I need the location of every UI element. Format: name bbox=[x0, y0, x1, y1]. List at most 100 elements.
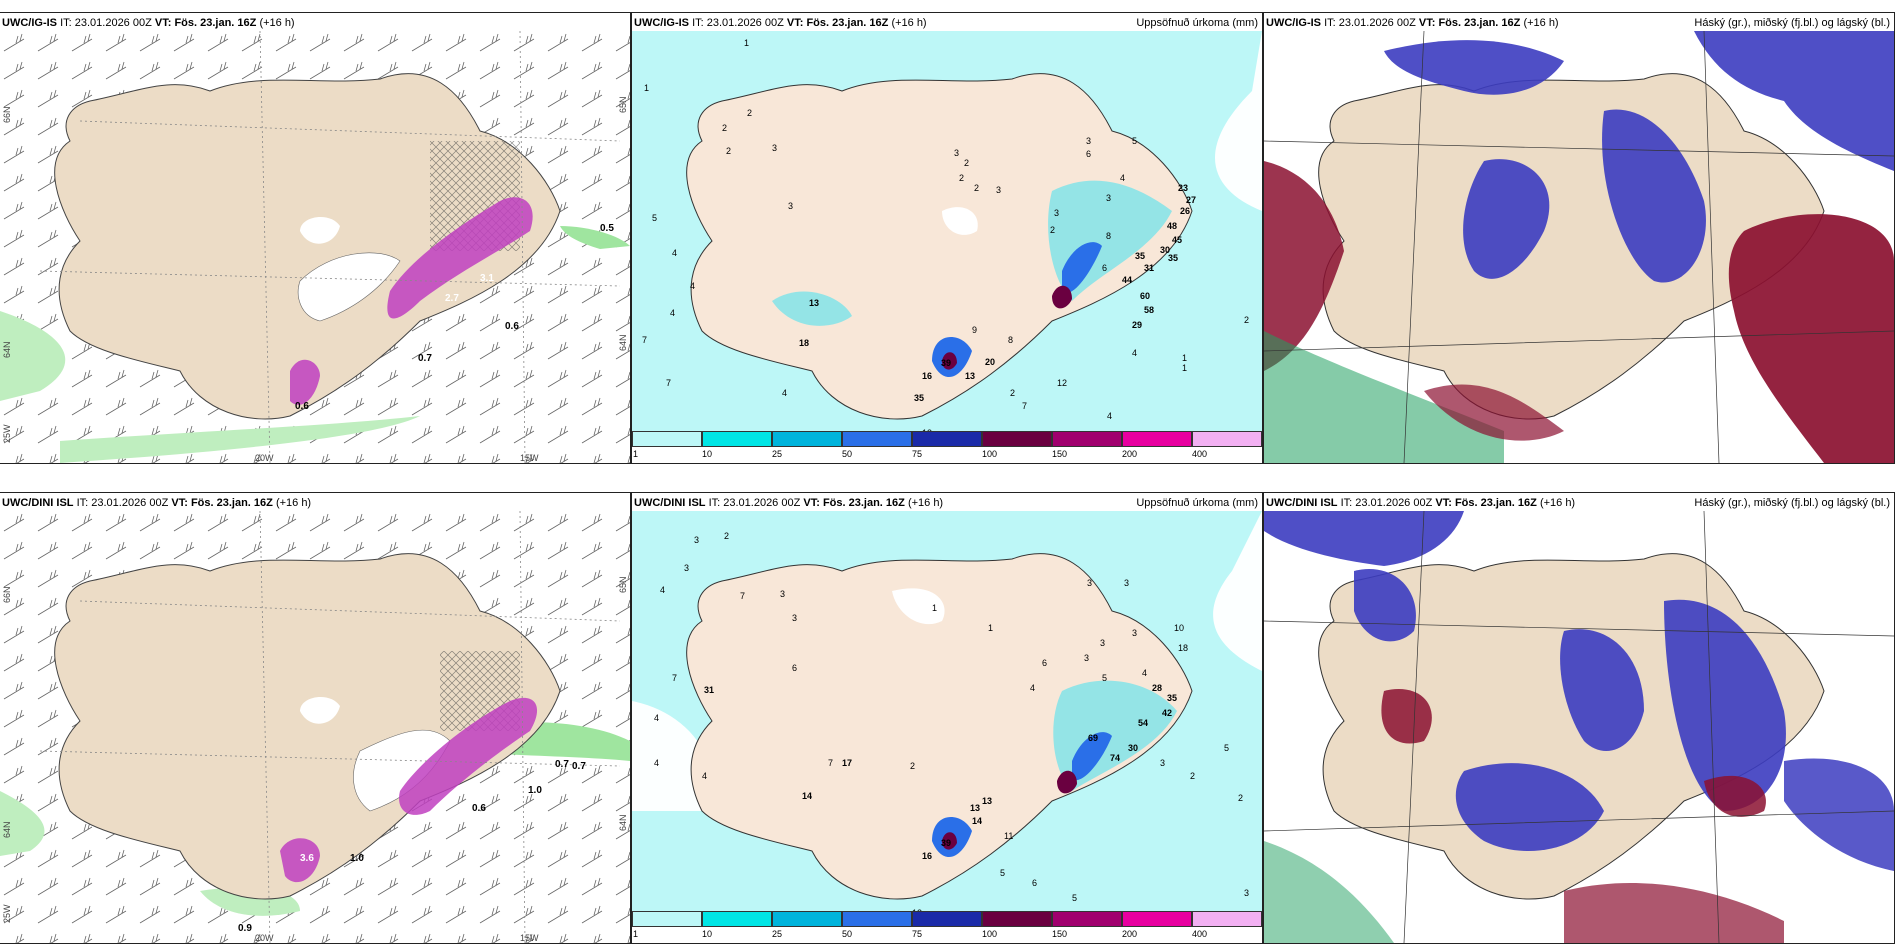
precip-value: 60 bbox=[1140, 291, 1150, 301]
colorbar-swatch bbox=[982, 911, 1052, 927]
lat-label: 25W bbox=[2, 904, 12, 923]
precip-value: 2 bbox=[726, 146, 731, 156]
precip-value: 3 bbox=[1160, 758, 1165, 768]
wind-value: 1.0 bbox=[350, 853, 364, 864]
precip-value: 3 bbox=[954, 148, 959, 158]
precip-value: 2 bbox=[1050, 225, 1055, 235]
precip-value: 69 bbox=[1088, 733, 1098, 743]
colorbar-swatch bbox=[772, 431, 842, 447]
precip-value: 16 bbox=[922, 371, 932, 381]
precip-value: 3 bbox=[1087, 578, 1092, 588]
precip-title: Uppsöfnuð úrkoma (mm) bbox=[1136, 497, 1258, 509]
precip-value: 35 bbox=[1168, 253, 1178, 263]
precip-value: 13 bbox=[809, 298, 819, 308]
precip-value: 1 bbox=[644, 83, 649, 93]
precip-value: 5 bbox=[1000, 868, 1005, 878]
wind-value: 0.5 bbox=[600, 223, 614, 234]
colorbar-swatch bbox=[772, 911, 842, 927]
wind-value: 0.6 bbox=[505, 321, 519, 332]
precip-value: 18 bbox=[799, 338, 809, 348]
precip-value: 1 bbox=[988, 623, 993, 633]
precip-value: 23 bbox=[1178, 183, 1188, 193]
precip-value: 3 bbox=[1132, 628, 1137, 638]
precip-value: 10 bbox=[1174, 623, 1184, 633]
colorbar-swatch bbox=[842, 431, 912, 447]
precip-value: 2 bbox=[1010, 388, 1015, 398]
precip-value: 2 bbox=[959, 173, 964, 183]
cloud-map bbox=[1264, 31, 1894, 463]
precip-value: 17 bbox=[842, 758, 852, 768]
precip-value: 20 bbox=[985, 357, 995, 367]
precip-value: 2 bbox=[974, 183, 979, 193]
precip-value: 2 bbox=[747, 108, 752, 118]
precip-value: 14 bbox=[802, 791, 812, 801]
precip-value: 13 bbox=[970, 803, 980, 813]
precip-value: 4 bbox=[654, 758, 659, 768]
precip-map: 1 1 2 2 2 3 3 4 5 4 4 7 7 4 13 18 39 16 … bbox=[632, 31, 1262, 443]
lon-label: 15W bbox=[520, 453, 539, 463]
panel-header: UWC/DINI ISL IT: 23.01.2026 00Z VT: Fös.… bbox=[634, 497, 944, 509]
lat-label: 66N bbox=[2, 586, 12, 603]
precip-value: 5 bbox=[1102, 673, 1107, 683]
colorbar-swatch bbox=[1122, 431, 1192, 447]
precip-value: 4 bbox=[782, 388, 787, 398]
precip-value: 3 bbox=[684, 563, 689, 573]
lat-label: 64N bbox=[618, 334, 628, 351]
colorbar-tick: 100 bbox=[982, 449, 998, 459]
precip-value: 5 bbox=[652, 213, 657, 223]
precip-map-panel-row2: UWC/DINI ISL IT: 23.01.2026 00Z VT: Fös.… bbox=[631, 492, 1263, 944]
precip-value: 4 bbox=[672, 248, 677, 258]
colorbar-swatch bbox=[842, 911, 912, 927]
precip-value: 26 bbox=[1180, 206, 1190, 216]
colorbar-tick: 400 bbox=[1192, 929, 1208, 939]
precip-value: 7 bbox=[672, 673, 677, 683]
colorbar-tick: 50 bbox=[842, 929, 853, 939]
lat-label: 66N bbox=[2, 106, 12, 123]
wind-map-panel-row2: UWC/DINI ISL IT: 23.01.2026 00Z VT: Fös.… bbox=[0, 492, 631, 944]
precip-value: 4 bbox=[1142, 668, 1147, 678]
panel-header: UWC/IG-IS IT: 23.01.2026 00Z VT: Fös. 23… bbox=[2, 17, 295, 29]
precip-value: 31 bbox=[704, 685, 714, 695]
cloud-title: Háský (gr.), miðský (fj.bl.) og lágský (… bbox=[1694, 17, 1890, 29]
precip-value: 6 bbox=[1032, 878, 1037, 888]
colorbar-swatch bbox=[1192, 911, 1262, 927]
precip-value: 9 bbox=[972, 325, 977, 335]
precip-value: 30 bbox=[1128, 743, 1138, 753]
precip-value: 6 bbox=[792, 663, 797, 673]
lat-label: 65N bbox=[618, 576, 628, 593]
precip-value: 2 bbox=[722, 123, 727, 133]
precip-value: 3 bbox=[1100, 638, 1105, 648]
colorbar-tick: 150 bbox=[1052, 929, 1068, 939]
colorbar-swatch bbox=[912, 431, 982, 447]
precip-value: 2 bbox=[1190, 771, 1195, 781]
colorbar-tick: 75 bbox=[912, 449, 923, 459]
colorbar-tick: 150 bbox=[1052, 449, 1068, 459]
precip-value: 44 bbox=[1122, 275, 1132, 285]
colorbar-tick: 100 bbox=[982, 929, 998, 939]
precip-value: 1 bbox=[1182, 353, 1187, 363]
precip-value: 3 bbox=[1106, 193, 1111, 203]
precip-value: 3 bbox=[694, 535, 699, 545]
precip-value: 3 bbox=[1124, 578, 1129, 588]
precip-value: 2 bbox=[1244, 315, 1249, 325]
colorbar-swatch bbox=[1192, 431, 1262, 447]
precip-value: 28 bbox=[1152, 683, 1162, 693]
precip-value: 39 bbox=[941, 838, 951, 848]
precip-value: 3 bbox=[780, 589, 785, 599]
panel-header: UWC/DINI ISL IT: 23.01.2026 00Z VT: Fös.… bbox=[2, 497, 312, 509]
colorbar-tick: 75 bbox=[912, 929, 923, 939]
colorbar-tick: 1 bbox=[633, 449, 639, 459]
colorbar-tick: 200 bbox=[1122, 929, 1138, 939]
colorbar-tick: 25 bbox=[772, 449, 783, 459]
precip-value: 31 bbox=[1144, 263, 1154, 273]
precip-value: 3 bbox=[1084, 653, 1089, 663]
precip-value: 3 bbox=[1086, 136, 1091, 146]
lon-label: 20W bbox=[255, 453, 274, 463]
precip-value: 6 bbox=[1086, 149, 1091, 159]
precip-value: 3 bbox=[996, 185, 1001, 195]
precip-value: 74 bbox=[1110, 753, 1120, 763]
lat-label: 64N bbox=[618, 814, 628, 831]
precip-value: 4 bbox=[1120, 173, 1125, 183]
colorbar-tick: 10 bbox=[702, 929, 713, 939]
colorbar-swatch bbox=[982, 431, 1052, 447]
